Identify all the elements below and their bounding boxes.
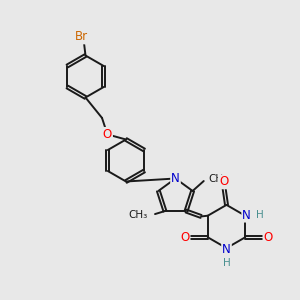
Text: O: O — [219, 175, 228, 188]
Text: N: N — [242, 208, 251, 222]
Text: CH₃: CH₃ — [129, 210, 148, 220]
Text: H: H — [256, 210, 264, 220]
Text: N: N — [171, 172, 180, 185]
Text: H: H — [223, 257, 230, 268]
Text: O: O — [103, 128, 112, 141]
Text: O: O — [180, 231, 189, 244]
Text: Br: Br — [75, 30, 88, 44]
Text: CH₃: CH₃ — [209, 174, 228, 184]
Text: O: O — [264, 231, 273, 244]
Text: N: N — [222, 243, 231, 256]
